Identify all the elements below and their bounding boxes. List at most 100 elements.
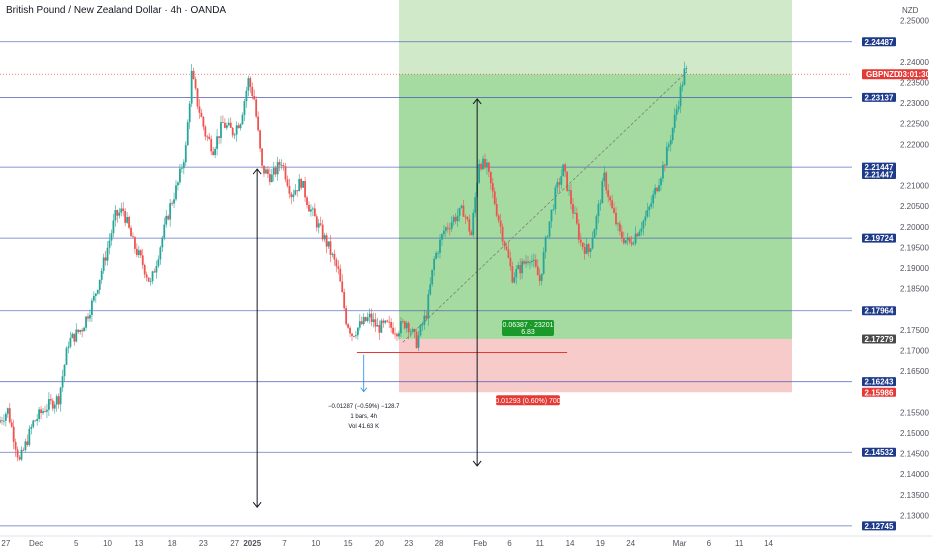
candle-body-686: [669, 140, 672, 145]
x-tick-label-5: 18: [168, 539, 177, 548]
candle-body-466: [454, 216, 457, 222]
candle-body-392: [382, 320, 385, 323]
candle-body-682: [665, 146, 668, 166]
candle-body-294: [286, 179, 289, 186]
x-tick-label-14: 28: [435, 539, 444, 548]
candle-body-284: [276, 162, 279, 175]
candle-body-44: [42, 411, 44, 414]
candle-body-568: [554, 187, 557, 210]
candle-body-208: [202, 117, 205, 127]
measure-line3: Vol 41.63 K: [348, 424, 379, 430]
candle-body-616: [601, 181, 604, 204]
candle-body-144: [139, 250, 142, 256]
candle-body-346: [337, 266, 340, 269]
candle-body-526: [513, 277, 516, 283]
candle-body-300: [292, 194, 295, 198]
candle-body-54: [51, 400, 54, 409]
candle-body-522: [509, 257, 512, 267]
y-tick-label-12: 2.17500: [900, 326, 929, 335]
x-tick-label-15: Feb: [473, 539, 487, 548]
candle-body-140: [135, 248, 138, 256]
candle-body-72: [69, 338, 72, 347]
candle-body-364: [355, 335, 357, 337]
candle-body-434: [423, 315, 426, 325]
candle-body-312: [304, 181, 306, 198]
candle-body-640: [624, 240, 627, 244]
candle-body-424: [413, 329, 416, 332]
level-tag-text-7: 2.12745: [865, 522, 894, 531]
candle-body-420: [409, 331, 412, 333]
candle-body-368: [358, 321, 361, 328]
candle-body-336: [327, 241, 330, 247]
candle-body-484: [472, 212, 475, 236]
candle-body-356: [347, 324, 349, 328]
candle-body-652: [636, 233, 639, 237]
candle-body-308: [300, 179, 303, 188]
candle-body-146: [141, 255, 144, 265]
candle-body-578: [564, 164, 567, 172]
candle-body-252: [245, 90, 248, 102]
candle-body-408: [398, 333, 400, 337]
x-tick-label-2: 5: [74, 539, 79, 548]
candle-body-16: [14, 441, 17, 450]
candle-body-520: [507, 249, 510, 258]
candle-body-554: [540, 273, 543, 281]
candle-body-478: [466, 216, 469, 220]
candle-body-586: [572, 204, 574, 214]
candle-body-694: [677, 106, 680, 110]
candle-body-560: [546, 236, 549, 238]
candle-body-194: [188, 103, 191, 123]
candle-body-302: [294, 190, 297, 195]
candle-body-690: [673, 114, 676, 129]
candle-body-90: [87, 316, 89, 319]
candle-body-280: [272, 167, 275, 175]
candle-body-172: [167, 215, 170, 220]
candle-body-516: [503, 241, 506, 247]
candle-body-250: [243, 101, 246, 115]
candle-body-102: [98, 279, 101, 290]
candle-body-220: [214, 148, 217, 155]
candle-body-702: [685, 68, 688, 69]
y-tick-label-5: 2.22000: [900, 140, 929, 149]
candle-body-310: [302, 181, 305, 188]
candle-body-492: [480, 164, 482, 170]
candle-body-22: [20, 449, 23, 460]
price-tag-symbol: GBPNZD: [866, 70, 900, 79]
candle-body-550: [536, 266, 539, 276]
candle-body-376: [366, 317, 369, 322]
y-tick-label-16: 2.15000: [900, 429, 929, 438]
candle-body-638: [622, 238, 625, 244]
extra-tag-text-1: 2.17279: [865, 335, 894, 344]
candle-body-40: [38, 409, 41, 419]
candle-body-288: [280, 165, 283, 166]
x-tick-label-24: 14: [764, 539, 773, 548]
candle-body-0: [0, 420, 1, 423]
candle-body-430: [419, 325, 422, 336]
candle-body-500: [487, 162, 490, 172]
candle-body-380: [370, 313, 373, 322]
candle-body-672: [656, 187, 658, 192]
candle-body-154: [149, 281, 152, 283]
x-tick-label-9: 7: [282, 539, 287, 548]
candle-body-218: [212, 151, 215, 155]
candle-body-272: [265, 169, 267, 174]
candle-body-332: [323, 235, 326, 240]
candle-body-542: [529, 261, 531, 263]
candle-body-374: [364, 317, 367, 322]
x-tick-label-8: 2025: [243, 539, 261, 548]
candle-body-268: [261, 148, 263, 166]
candle-body-534: [521, 261, 524, 274]
candle-body-226: [220, 122, 222, 138]
candle-body-456: [444, 227, 447, 231]
candle-body-110: [106, 247, 109, 261]
candle-body-142: [137, 250, 140, 256]
y-tick-label-2: 2.23500: [900, 78, 929, 87]
candle-body-138: [134, 237, 136, 249]
candle-body-228: [222, 122, 224, 123]
candle-body-608: [593, 229, 596, 239]
candle-body-212: [206, 136, 209, 138]
candle-body-262: [255, 99, 258, 117]
y-tick-label-9: 2.19500: [900, 243, 929, 252]
